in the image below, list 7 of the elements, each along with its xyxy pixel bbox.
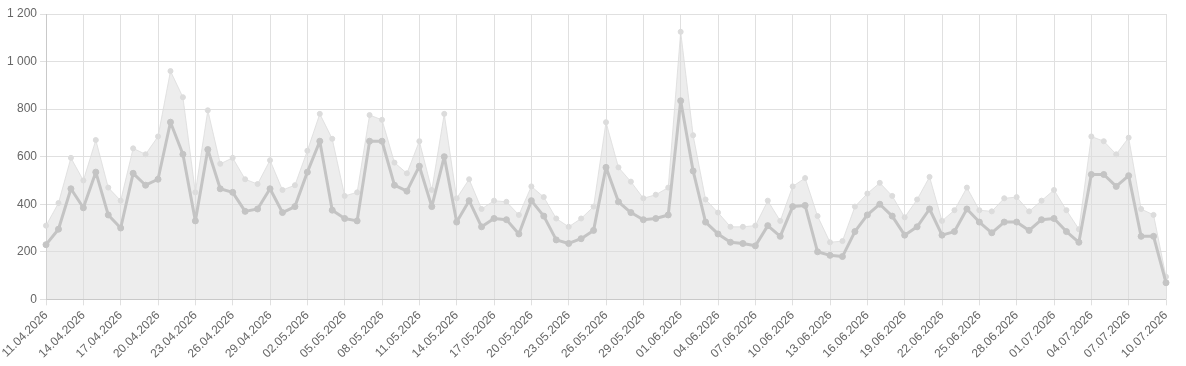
y-tick-label: 600 — [17, 148, 38, 163]
y-tick-label: 800 — [17, 101, 38, 116]
y-tick-label: 0 — [30, 291, 38, 306]
y-tick-label: 200 — [17, 244, 38, 259]
y-tick-label: 400 — [17, 196, 38, 211]
y-tick-label: 1 200 — [7, 6, 38, 21]
y-tick-label: 1 000 — [7, 53, 38, 68]
